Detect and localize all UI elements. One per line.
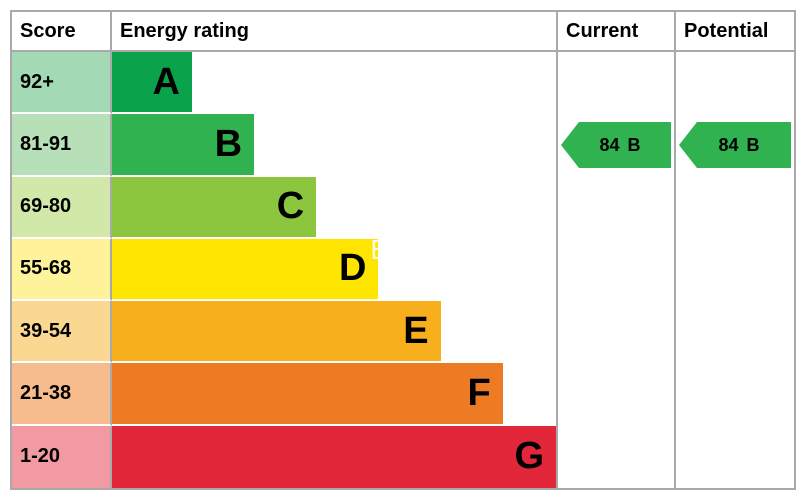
- score-range: 81-91: [12, 114, 112, 176]
- pointer-letter: B: [747, 135, 760, 156]
- current-cell: [558, 426, 676, 488]
- potential-cell: [676, 363, 794, 425]
- potential-cell: [676, 52, 794, 114]
- score-range: 1-20: [12, 426, 112, 488]
- rating-letter: F: [468, 372, 491, 415]
- score-range: 39-54: [12, 301, 112, 363]
- potential-cell: [676, 426, 794, 488]
- current-cell: [558, 177, 676, 239]
- pointer-value: 84: [718, 135, 738, 156]
- current-cell: [558, 239, 676, 301]
- header-current: Current: [558, 12, 676, 52]
- score-range: 21-38: [12, 363, 112, 425]
- rating-cell: G: [112, 426, 558, 488]
- rating-letter: E: [403, 310, 428, 353]
- score-range: 55-68: [12, 239, 112, 301]
- current-cell: [558, 363, 676, 425]
- rating-cell: D: [112, 239, 558, 301]
- rating-letter: C: [277, 185, 304, 228]
- rating-bar-b: B: [112, 114, 254, 176]
- score-range: 92+: [12, 52, 112, 114]
- rating-bar-e: E: [112, 301, 441, 363]
- rating-bar-c: C: [112, 177, 316, 239]
- rating-letter: G: [514, 435, 544, 478]
- rating-cell: A: [112, 52, 558, 114]
- rating-bar-d: D: [112, 239, 378, 301]
- current-cell: [558, 301, 676, 363]
- potential-cell: [676, 301, 794, 363]
- rating-letter: B: [215, 123, 242, 166]
- rating-bar-f: F: [112, 363, 503, 425]
- current-cell: 84 B: [558, 114, 676, 176]
- score-range: 69-80: [12, 177, 112, 239]
- potential-cell: 84 B: [676, 114, 794, 176]
- pointer-letter: B: [628, 135, 641, 156]
- header-score: Score: [12, 12, 112, 52]
- rating-letter: D: [339, 247, 366, 290]
- rating-pointer: 84 B: [679, 122, 791, 168]
- pointer-value: 84: [599, 135, 619, 156]
- rating-letter: A: [152, 61, 179, 104]
- rating-bar-a: A: [112, 52, 192, 114]
- potential-cell: [676, 177, 794, 239]
- rating-bar-g: G: [112, 426, 556, 488]
- header-rating: Energy rating: [112, 12, 558, 52]
- potential-cell: [676, 239, 794, 301]
- rating-cell: C: [112, 177, 558, 239]
- header-potential: Potential: [676, 12, 794, 52]
- rating-cell: E: [112, 301, 558, 363]
- current-cell: [558, 52, 676, 114]
- epc-energy-chart: Score Energy rating Current Potential 92…: [10, 10, 796, 490]
- rating-pointer: 84 B: [561, 122, 671, 168]
- rating-cell: F: [112, 363, 558, 425]
- rating-cell: B: [112, 114, 558, 176]
